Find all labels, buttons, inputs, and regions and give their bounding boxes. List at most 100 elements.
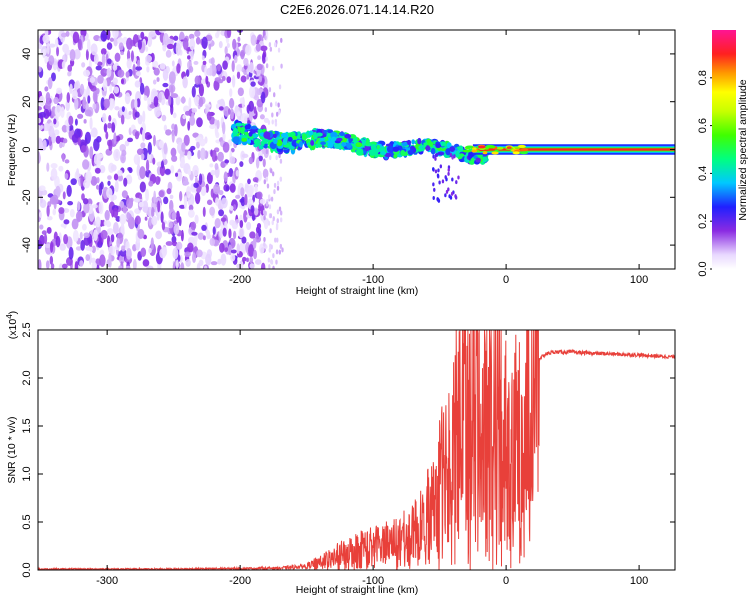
spectrogram-cell <box>229 88 233 98</box>
spectrogram-cell <box>113 173 119 181</box>
spectrogram-cell <box>255 141 260 147</box>
spectrogram-cell <box>277 47 281 53</box>
spectrogram-cell <box>220 197 228 209</box>
spectrogram-cell <box>103 98 110 109</box>
spectrogram-cell <box>248 108 253 122</box>
spectrogram-cell <box>121 149 127 157</box>
spectrogram-cell <box>119 254 125 265</box>
spectrogram-cell <box>62 138 68 144</box>
colorbar-tick-label: 0.4 <box>697 166 709 181</box>
spectrogram-cell <box>182 180 190 186</box>
snr-ticks: -300 -200 -100 0 100 0.0 0.5 1.0 1.5 2.0 2.5 <box>21 322 675 587</box>
colorbar-tick-label: 0.6 <box>697 118 709 133</box>
colorbar-gradient <box>712 30 736 269</box>
spectrogram-cell <box>38 43 43 50</box>
spectrogram-cell <box>254 259 262 265</box>
spectrogram-cell <box>83 235 91 246</box>
spectrogram-cell <box>447 187 450 192</box>
spectrogram-cell <box>83 119 87 124</box>
spectrogram-cell <box>245 44 252 56</box>
spectrogram-cell <box>155 230 162 240</box>
spectrogram-cell <box>273 92 276 98</box>
spectrogram-cell <box>252 237 257 250</box>
spectrogram-cell <box>259 243 265 254</box>
spectrogram-cell <box>250 34 257 46</box>
snr-y-tick-label: 0.0 <box>21 562 33 577</box>
spectrogram-cell <box>74 261 79 269</box>
spectrogram-cell <box>272 216 275 222</box>
spectrogram-cell <box>163 124 168 132</box>
spectrogram-cell <box>270 168 273 174</box>
spectrogram-cell <box>279 243 283 249</box>
spectrogram-cell <box>38 211 43 218</box>
spectrogram-cell <box>67 71 72 77</box>
spectrogram-cell <box>240 126 245 135</box>
spectrogram-cell <box>165 129 172 136</box>
spectrogram-cell <box>250 205 255 213</box>
spectrogram-cell <box>438 180 441 185</box>
spectrogram-cell <box>143 85 150 99</box>
spectrogram-cell <box>134 98 138 110</box>
spectrogram-cell <box>226 30 232 39</box>
spectrogram-cell <box>62 191 66 200</box>
spectrogram-cell <box>203 265 208 269</box>
spectrogram-cell <box>271 171 275 177</box>
spectrogram-cell <box>274 237 277 243</box>
spectrogram-cell <box>39 234 45 247</box>
spectrogram-cell <box>120 223 125 236</box>
spectrogram-cell <box>90 85 97 92</box>
spectrogram-cell <box>69 49 76 62</box>
spectrogram-cell <box>112 222 119 235</box>
spectrogram-cell <box>117 69 125 78</box>
spectrogram-cell <box>52 208 56 216</box>
spectrogram-cell <box>44 243 52 249</box>
spectrogram-cell <box>125 113 132 120</box>
spectrogram-cell <box>82 96 87 110</box>
spectrogram-cell <box>205 75 209 85</box>
spectrogram-cell <box>263 219 269 230</box>
spectrogram-cell <box>145 159 150 173</box>
snr-panel: -300 -200 -100 0 100 0.0 0.5 1.0 1.5 2.0 2.5 Heigh… <box>5 311 676 596</box>
spectrogram-cell <box>166 188 172 195</box>
spectrogram-cell <box>71 218 79 230</box>
spectrogram-cell <box>278 109 281 115</box>
spectrogram-cell <box>254 184 258 194</box>
spectrogram-cell <box>266 183 270 189</box>
spectrogram-cell <box>229 97 235 109</box>
spectrogram-cell <box>269 102 273 108</box>
spectrogram-cell <box>188 65 194 73</box>
spectrogram-cell <box>98 201 104 215</box>
spectrogram-cell <box>250 125 258 130</box>
spectrogram-cell <box>209 124 216 130</box>
spectrogram-cell <box>246 257 249 263</box>
spectrogram-cell <box>166 43 174 50</box>
spectrogram-cell <box>188 204 194 211</box>
spectrogram-cell <box>244 131 249 136</box>
spectrogram-cell <box>159 63 166 70</box>
spectrogram-cell <box>171 235 177 244</box>
spectrogram-cell <box>484 146 489 150</box>
spectrogram-cell <box>210 63 217 77</box>
spectrogram-cell <box>488 145 496 149</box>
spectrogram-cell <box>155 175 161 185</box>
colorbar-tick-label: 0.8 <box>697 70 709 85</box>
spectrogram-cell <box>85 254 91 262</box>
spectrogram-cell <box>81 223 87 231</box>
spectrogram-cell <box>192 164 199 177</box>
spectrogram-cell <box>175 259 179 269</box>
spectrogram-cell <box>244 193 248 206</box>
spectrogram-cell <box>239 161 244 167</box>
spectrogram-cell <box>225 185 230 192</box>
spectrogram-cell <box>142 110 146 123</box>
spectrogram-cell <box>444 175 447 180</box>
spectrogram-cell <box>51 194 59 205</box>
spectrogram-cell <box>240 113 248 126</box>
spectrogram-cell <box>53 118 57 125</box>
spectrogram-cell <box>223 171 228 183</box>
spectrogram-cell <box>46 205 50 217</box>
spectrogram-cell <box>125 240 130 250</box>
spectrogram-cell <box>185 258 191 267</box>
spectrogram-cell <box>224 159 230 164</box>
spectrogram-cell <box>53 129 60 136</box>
spectrogram-cell <box>227 244 233 256</box>
